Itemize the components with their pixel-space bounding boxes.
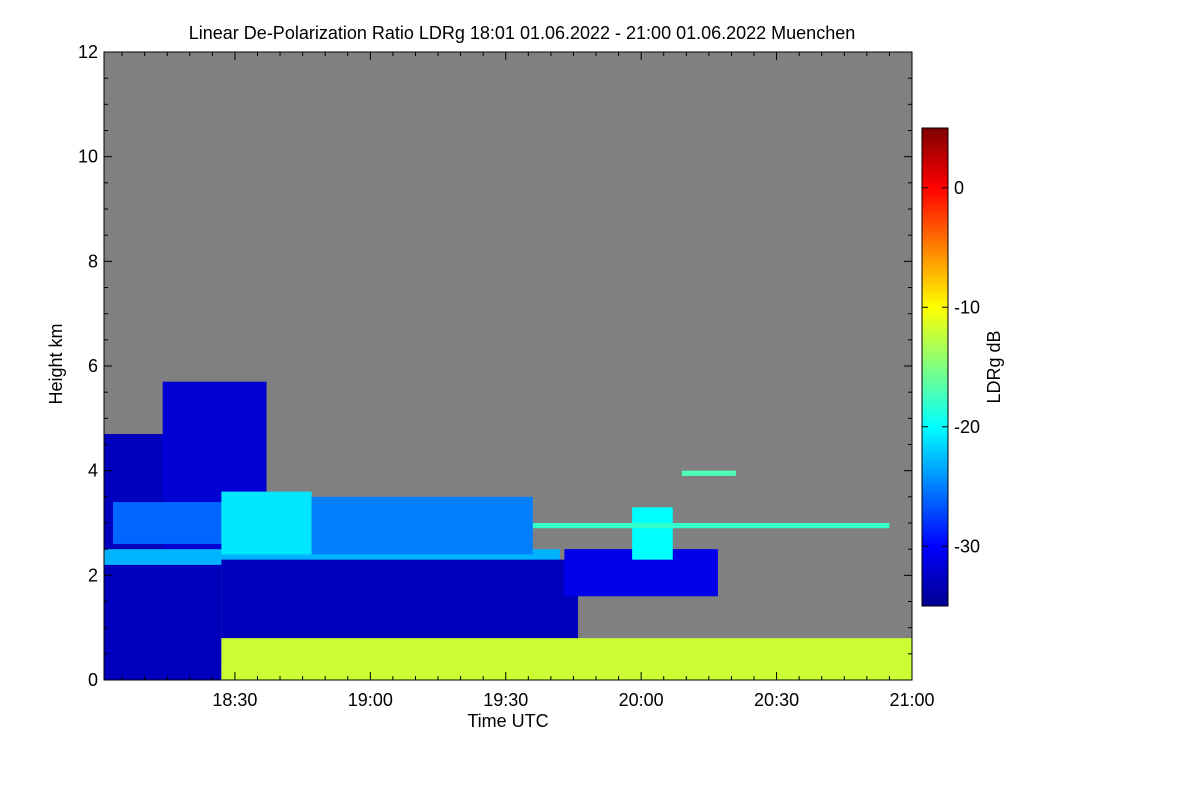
colorbar: 0 -10 -20 -30 [921, 127, 980, 607]
x-axis: 18:30 19:00 19:30 20:00 20:30 21:00 [121, 52, 935, 710]
colorbar-ticks: 0 -10 -20 -30 [922, 178, 980, 556]
colorbar-gradient [921, 127, 949, 607]
colorbar-tick-label: -30 [954, 536, 980, 556]
y-tick-label: 0 [88, 670, 98, 690]
depolarization-region [532, 523, 890, 529]
y-tick-label: 12 [78, 42, 98, 62]
x-tick-label: 19:30 [483, 690, 528, 710]
chart-title: Linear De-Polarization Ratio LDRg 18:01 … [189, 23, 855, 43]
depolarization-region [311, 496, 533, 555]
plot-area [103, 51, 913, 681]
depolarization-region [681, 470, 736, 476]
y-tick-label: 4 [88, 461, 98, 481]
depolarization-region [221, 638, 912, 680]
x-tick-label: 19:00 [348, 690, 393, 710]
colorbar-label: LDRg dB [984, 330, 1004, 403]
depolarization-region [113, 502, 226, 544]
colorbar-tick-label: -20 [954, 417, 980, 437]
y-tick-label: 6 [88, 356, 98, 376]
colorbar-tick-label: -10 [954, 297, 980, 317]
y-axis-label: Height km [46, 323, 66, 404]
colorbar-tick-label: 0 [954, 178, 964, 198]
x-tick-label: 20:30 [754, 690, 799, 710]
x-tick-label: 18:30 [212, 690, 257, 710]
y-tick-label: 10 [78, 147, 98, 167]
y-axis: 0 2 4 6 8 10 12 [78, 42, 912, 690]
y-tick-label: 2 [88, 565, 98, 585]
x-tick-label: 20:00 [619, 690, 664, 710]
x-axis-label: Time UTC [467, 711, 548, 731]
depolarization-region [632, 507, 673, 560]
x-tick-label: 21:00 [889, 690, 934, 710]
depolarization-region [221, 491, 312, 555]
y-tick-label: 8 [88, 251, 98, 271]
depolarization-features [104, 381, 912, 680]
